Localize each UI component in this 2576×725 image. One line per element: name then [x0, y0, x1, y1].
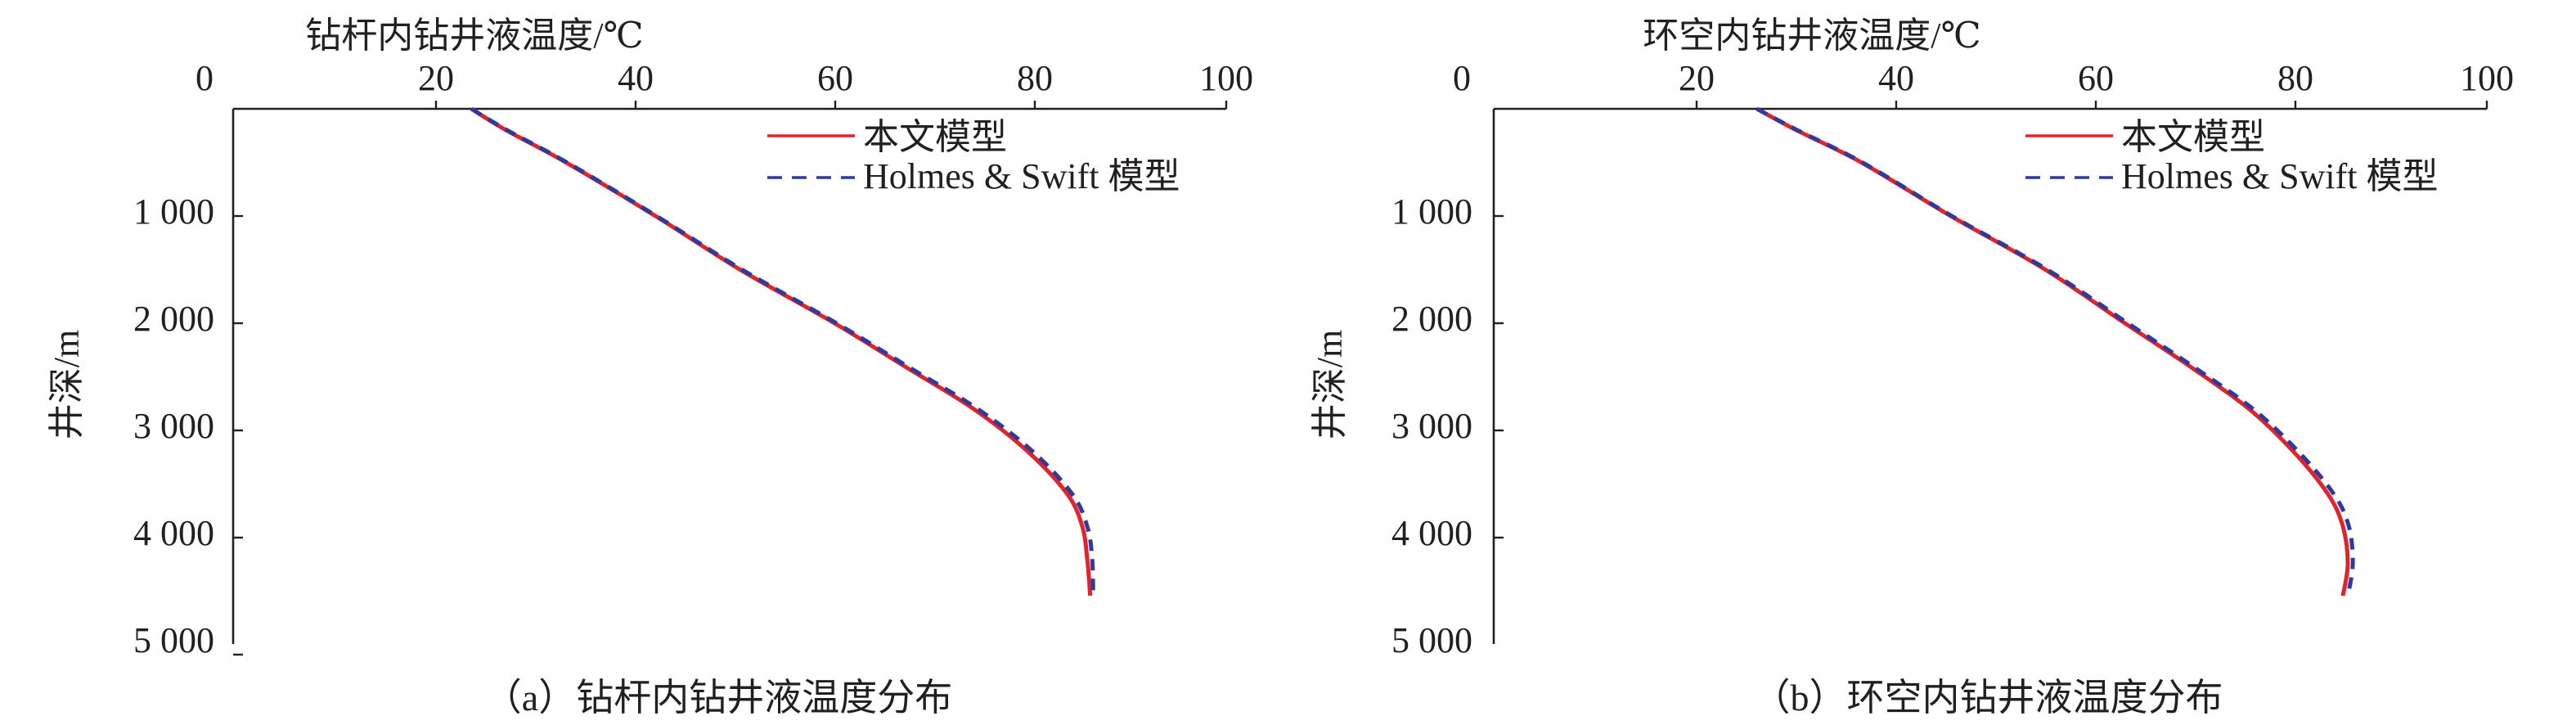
- x-tick-label: 100: [2460, 58, 2514, 98]
- x-tick-label: 80: [2277, 58, 2313, 98]
- y-tick-labels: 1 000 2 000 3 000 4 000 5 000: [1391, 191, 1472, 660]
- legend-label: Holmes & Swift 模型: [2121, 156, 2438, 196]
- y-tick-label: 5 000: [133, 620, 214, 660]
- y-tick-label: 3 000: [133, 406, 214, 446]
- x-tick-marks: [1695, 101, 2488, 109]
- series-line-ben-wen-model: [470, 106, 1093, 597]
- x-tick-label: 0: [196, 58, 214, 98]
- legend-label: 本文模型: [2121, 117, 2265, 157]
- x-axis-title: 钻杆内钻井液温度/℃: [305, 16, 643, 56]
- legend-label: 本文模型: [863, 117, 1007, 157]
- x-axis-title: 环空内钻井液温度/℃: [1643, 16, 1980, 56]
- chart-panel-b: 环空内钻井液温度/℃ 0 20 40 60 80 100 1 000 2 000…: [1310, 16, 2514, 718]
- x-tick-label: 60: [817, 58, 853, 98]
- x-tick-label: 100: [1199, 58, 1253, 98]
- y-tick-label: 1 000: [133, 191, 214, 232]
- chart-panel-a: 钻杆内钻井液温度/℃ 0 20 40 60 80 100 1 000 2 000…: [47, 16, 1253, 718]
- legend: 本文模型 Holmes & Swift 模型: [767, 117, 1180, 196]
- x-tick-label: 40: [1878, 58, 1914, 98]
- y-tick-label: 3 000: [1391, 406, 1472, 446]
- panel-caption: （b）环空内钻井液温度分布: [1753, 677, 2223, 718]
- x-tick-label: 40: [618, 58, 654, 98]
- x-tick-label: 20: [1679, 58, 1715, 98]
- x-tick-labels: 0 20 40 60 80 100: [196, 58, 1253, 98]
- panel-caption: （a）钻杆内钻井液温度分布: [484, 677, 952, 718]
- x-tick-label: 80: [1017, 58, 1053, 98]
- plot-lines: [470, 106, 1095, 597]
- y-tick-marks: [1494, 214, 1504, 539]
- x-tick-marks: [434, 101, 1228, 109]
- y-axis-label: 井深/m: [47, 330, 87, 439]
- y-tick-label: 2 000: [1391, 299, 1472, 339]
- series-line-holmes-swift-model: [1756, 106, 2355, 597]
- y-tick-label: 4 000: [1391, 513, 1472, 553]
- x-tick-label: 60: [2078, 58, 2114, 98]
- legend: 本文模型 Holmes & Swift 模型: [2025, 117, 2438, 196]
- x-tick-label: 20: [418, 58, 454, 98]
- y-tick-marks: [233, 214, 243, 656]
- y-tick-label: 5 000: [1391, 620, 1472, 660]
- x-tick-label: 0: [1453, 58, 1471, 98]
- y-tick-labels: 1 000 2 000 3 000 4 000 5 000: [133, 191, 214, 660]
- legend-label: Holmes & Swift 模型: [863, 156, 1180, 196]
- y-axis-label: 井深/m: [1310, 330, 1350, 439]
- y-tick-label: 1 000: [1391, 191, 1472, 232]
- series-line-holmes-swift-model: [470, 106, 1095, 597]
- y-tick-label: 2 000: [133, 299, 214, 339]
- y-tick-label: 4 000: [133, 513, 214, 553]
- x-tick-labels: 0 20 40 60 80 100: [1453, 58, 2514, 98]
- plot-lines: [1756, 106, 2355, 597]
